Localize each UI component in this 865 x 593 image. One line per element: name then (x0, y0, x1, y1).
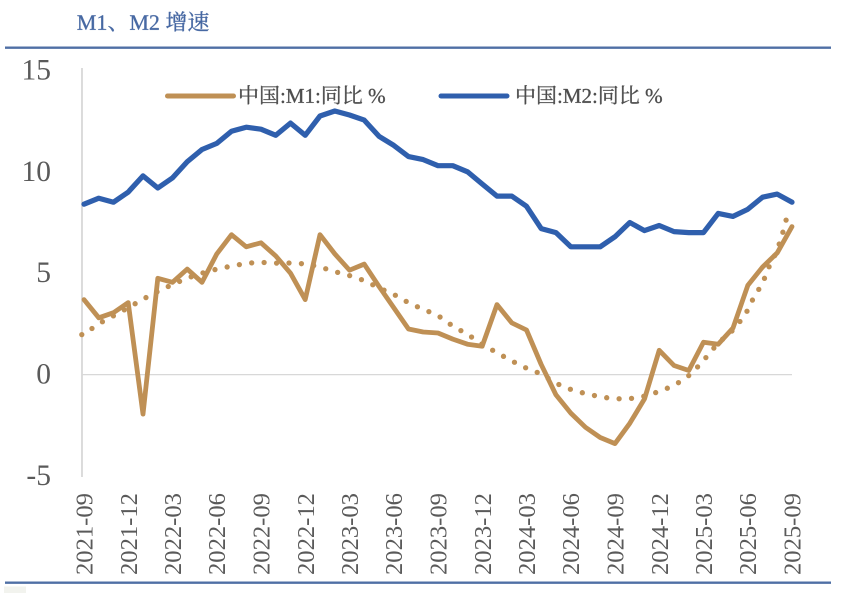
svg-text:2021-09: 2021-09 (72, 493, 99, 575)
svg-text:10: 10 (22, 156, 52, 188)
svg-text:2022-09: 2022-09 (249, 493, 276, 575)
svg-text:0: 0 (36, 359, 51, 391)
svg-text:2021-12: 2021-12 (116, 493, 143, 575)
svg-text:2022-03: 2022-03 (160, 493, 187, 575)
svg-text:2024-03: 2024-03 (514, 493, 541, 575)
svg-text:2023-03: 2023-03 (337, 493, 364, 575)
svg-text:-5: -5 (26, 460, 51, 492)
svg-text:2022-12: 2022-12 (293, 493, 320, 575)
svg-text:15: 15 (22, 54, 52, 86)
svg-text:2025-03: 2025-03 (691, 493, 718, 575)
svg-text:5: 5 (36, 257, 51, 289)
svg-text:2023-09: 2023-09 (426, 493, 453, 575)
svg-text:2025-06: 2025-06 (735, 493, 762, 575)
svg-text:2023-06: 2023-06 (381, 493, 408, 575)
svg-text:2024-12: 2024-12 (647, 493, 674, 575)
svg-text:2024-09: 2024-09 (603, 493, 630, 575)
svg-text:2023-12: 2023-12 (470, 493, 497, 575)
svg-text:2022-06: 2022-06 (204, 493, 231, 575)
svg-text:2024-06: 2024-06 (558, 493, 585, 575)
svg-text:2025-09: 2025-09 (780, 493, 807, 575)
